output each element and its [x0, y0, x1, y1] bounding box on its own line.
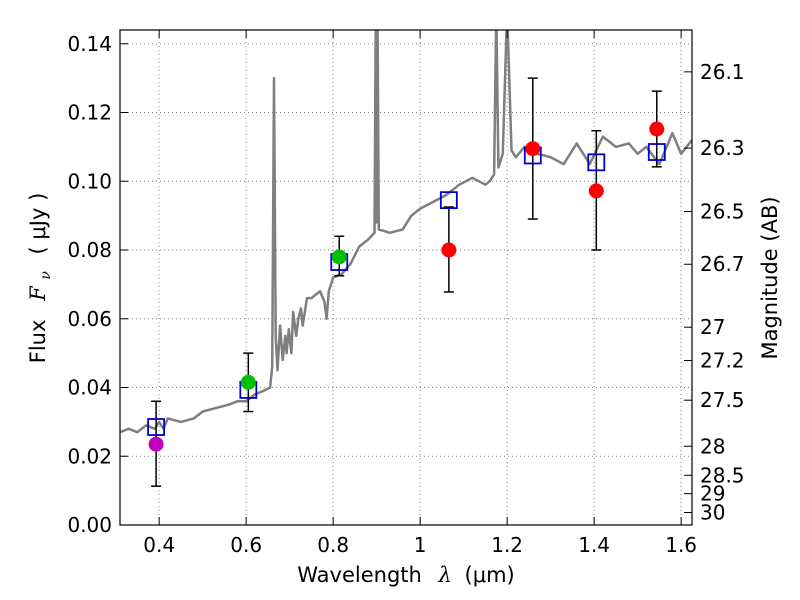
model-photometry-box: [439, 191, 458, 210]
x-tick-label: 0.6: [230, 533, 262, 557]
y-axis-title-symbol: F: [26, 285, 50, 302]
y-tick-label: 0.02: [67, 444, 112, 468]
x-tick-label: 0.8: [317, 533, 349, 557]
y-axis-title: Flux F ν ( μJy ): [26, 193, 55, 364]
x-axis-title-text: Wavelength: [297, 563, 422, 587]
model-photometry-box: [587, 153, 606, 172]
y-tick-label: 0.12: [67, 101, 112, 125]
y-tick-label: 0.08: [67, 238, 112, 262]
y-tick-label: 0.10: [67, 169, 112, 193]
observed-point: [331, 249, 347, 265]
observed-points-group: [148, 121, 665, 452]
observed-point: [588, 183, 604, 199]
observed-point: [441, 242, 457, 258]
y2-tick-label: 29: [700, 482, 725, 506]
y-axis-title-subscript: ν: [38, 271, 54, 280]
observed-point: [148, 436, 164, 452]
y2-tick-label: 28: [700, 434, 725, 458]
x-axis-title-unit: (μm): [465, 563, 515, 587]
x-tick-label: 0.4: [143, 533, 175, 557]
y2-tick-label: 26.1: [700, 60, 745, 84]
x-tick-label: 1.6: [665, 533, 697, 557]
model-photometry-box: [647, 143, 666, 161]
x-axis-title-symbol: λ: [438, 563, 452, 587]
x-tick-label: 1: [414, 533, 427, 557]
observed-point: [649, 121, 665, 137]
y2-tick-label: 28.5: [700, 463, 745, 487]
y2-tick-label: 26.3: [700, 136, 745, 160]
y2-tick-label: 27: [700, 315, 725, 339]
y2-axis-title: Magnitude (AB): [758, 196, 782, 359]
y-tick-label: 0.14: [67, 32, 112, 56]
axis-ticks: 0.4 0.6 0.8 1 1.2 1.4 1.6 0.00 0.02 0.04 0.06 0.08 0…: [67, 30, 745, 557]
plot-frame: [119, 29, 693, 526]
observed-point: [240, 374, 256, 390]
x-tick-label: 1.2: [491, 533, 523, 557]
observed-point: [525, 141, 541, 157]
y2-tick-label: 26.5: [700, 199, 745, 223]
y-axis-title-unit: ( μJy ): [26, 193, 50, 255]
model-photometry-box: [147, 418, 166, 436]
y2-tick-label: 27.5: [700, 388, 745, 412]
y2-tick-label: 27.2: [700, 348, 745, 372]
y-tick-label: 0.06: [67, 307, 112, 331]
x-tick-label: 1.4: [578, 533, 610, 557]
y2-tick-label: 26.7: [700, 252, 745, 276]
y-tick-label: 0.04: [67, 376, 112, 400]
y2-tick-label: 30: [700, 501, 725, 525]
y-tick-label: 0.00: [67, 513, 112, 537]
y-axis-title-text: Flux: [26, 320, 50, 364]
x-axis-title: Wavelength λ (μm): [297, 563, 514, 587]
